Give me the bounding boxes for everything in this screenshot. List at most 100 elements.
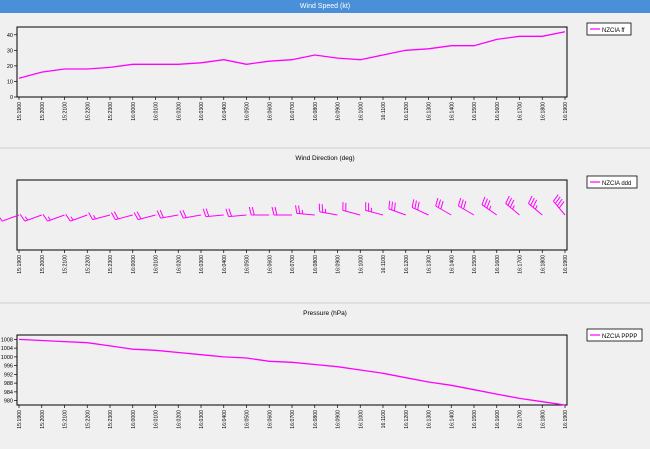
y-tick-label: 980 (4, 399, 13, 405)
legend-label: NZCIA ddd (602, 181, 631, 187)
x-tick-label: 16:0500 (245, 255, 251, 274)
barb-feather (507, 197, 513, 206)
barb-feather (528, 195, 533, 204)
x-tick-label: 16:1300 (427, 255, 433, 274)
x-tick-label: 15:2300 (108, 102, 114, 121)
legend-label: NZCIA PPPP (602, 334, 637, 340)
x-tick-label: 16:1400 (449, 102, 455, 121)
wind-barb (133, 211, 156, 221)
y-tick-label: 1000 (1, 355, 13, 361)
barb-feather (19, 214, 26, 222)
wind-barb (481, 196, 498, 216)
barb-feather (24, 216, 29, 221)
barb-feather (530, 197, 535, 206)
barb-feather (251, 206, 255, 216)
wind-direction-panel: Wind Direction (deg) 15:1900 15:2000 15:21… (0, 155, 650, 304)
x-tick-label: 16:0900 (336, 410, 342, 429)
wind-barb (248, 206, 270, 216)
barb-feather (228, 208, 233, 217)
x-tick-label: 16:1000 (358, 255, 364, 274)
wind-barb (553, 194, 566, 216)
window-title-bar: Wind Speed (kt) (0, 0, 650, 13)
barb-feather (318, 203, 321, 212)
x-tick-label: 15:1900 (17, 410, 23, 429)
x-tick-label: 16:1500 (472, 102, 478, 121)
barb-feather (248, 206, 252, 216)
x-tick-label: 15:2200 (85, 255, 91, 274)
x-tick-label: 16:1900 (563, 102, 569, 121)
barb-staff (1, 214, 20, 222)
y-tick-label: 1008 (1, 337, 13, 343)
wind-barb (65, 214, 88, 222)
x-tick-label: 16:1900 (563, 410, 569, 429)
x-tick-label: 16:1300 (427, 410, 433, 429)
barb-feather (556, 198, 563, 207)
x-tick-label: 16:0200 (176, 255, 182, 274)
y-tick-label: 1004 (1, 346, 13, 352)
x-tick-label: 16:1200 (404, 255, 410, 274)
x-tick-label: 15:2100 (63, 102, 69, 121)
x-tick-label: 16:0400 (222, 410, 228, 429)
legend-box (586, 175, 638, 189)
x-tick-label: 16:1800 (540, 410, 546, 429)
x-tick-label: 16:0000 (131, 102, 137, 121)
x-tick-label: 16:1600 (495, 410, 501, 429)
barb-feather (435, 197, 439, 207)
barb-feather (271, 206, 275, 216)
legend-box (586, 22, 632, 36)
x-tick-label: 15:1900 (17, 102, 23, 121)
wind-barb (365, 202, 384, 216)
x-tick-label: 16:0000 (131, 410, 137, 429)
x-tick-label: 16:1700 (518, 255, 524, 274)
x-tick-label: 16:0300 (199, 410, 205, 429)
wind-barb (156, 209, 179, 219)
barb-feather (532, 199, 538, 208)
x-tick-label: 16:1600 (495, 102, 501, 121)
barb-feather (512, 205, 515, 210)
barb-feather (136, 211, 142, 220)
x-tick-label: 16:1200 (404, 102, 410, 121)
x-tick-label: 16:0100 (154, 102, 160, 121)
barb-feather (205, 208, 210, 217)
pressure-title: Pressure (hPa) (303, 310, 347, 317)
x-tick-label: 16:1100 (381, 410, 387, 428)
y-tick-label: 992 (4, 372, 13, 378)
x-tick-label: 16:1100 (381, 102, 387, 120)
x-tick-label: 15:2300 (108, 410, 114, 429)
y-tick-label: 984 (4, 390, 13, 396)
barb-feather (488, 205, 492, 211)
barb-feather (113, 211, 119, 220)
barb-feather (481, 196, 486, 205)
x-tick-label: 16:1000 (358, 410, 364, 429)
wind-barb (271, 206, 292, 216)
x-tick-label: 16:1700 (518, 410, 524, 429)
window-title: Wind Speed (kt) (299, 3, 351, 10)
x-tick-label: 16:0200 (176, 102, 182, 121)
barb-feather (225, 208, 230, 217)
x-tick-label: 15:2000 (40, 102, 46, 121)
x-tick-label: 16:1800 (540, 255, 546, 274)
barb-feather (505, 195, 510, 204)
x-tick-label: 15:2200 (85, 410, 91, 429)
barb-feather (486, 200, 491, 209)
barb-feather (202, 208, 207, 217)
barb-feather (274, 206, 278, 216)
barb-feather (156, 210, 161, 219)
barb-feather (417, 201, 420, 211)
x-tick-label: 16:0900 (336, 102, 342, 121)
x-tick-label: 16:0200 (176, 410, 182, 429)
wind-barb (295, 205, 315, 216)
wind-barb (457, 197, 475, 216)
x-tick-label: 16:1100 (381, 255, 387, 273)
x-tick-label: 16:1800 (540, 102, 546, 121)
x-tick-label: 16:0700 (290, 102, 296, 121)
barb-feather (483, 198, 488, 207)
barb-feather (388, 200, 391, 209)
barb-feather (457, 197, 462, 207)
barb-feather (42, 214, 48, 222)
x-tick-label: 16:0700 (290, 255, 296, 274)
wind-speed-panel: 0 10 20 30 40 15:1900 15:2000 15:2100 15:2200 15:… (0, 22, 650, 149)
x-tick-label: 16:1900 (563, 255, 569, 274)
pressure-panel: Pressure (hPa) 980 984 988 992 996 1000 1004 10… (1, 310, 643, 429)
barb-feather (553, 194, 559, 202)
